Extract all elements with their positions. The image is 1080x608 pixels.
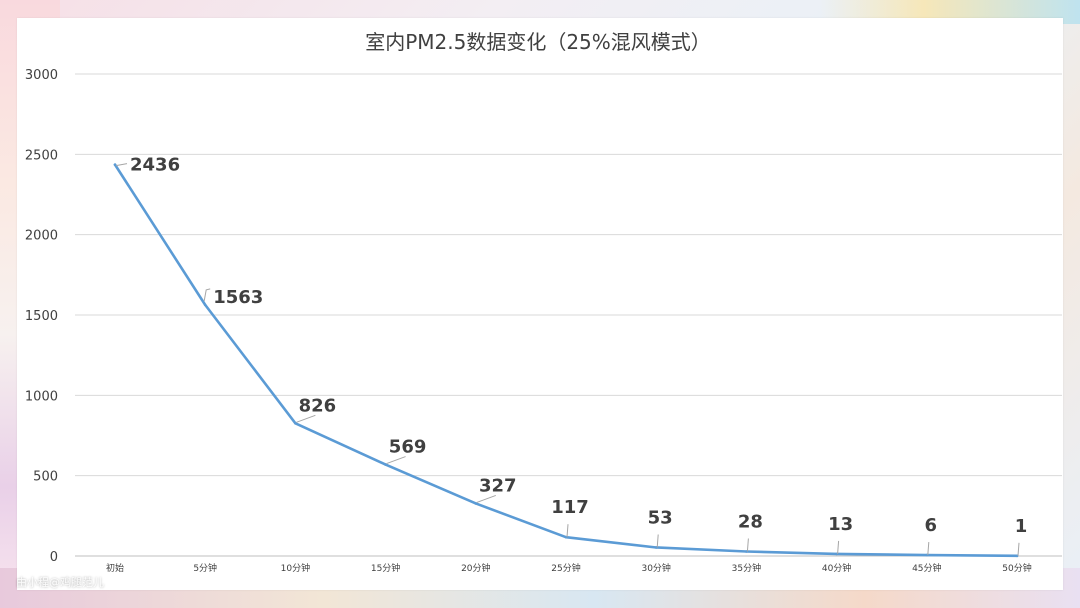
data-label-leader	[656, 534, 659, 548]
data-label-leader	[566, 524, 569, 538]
data-label: 569	[389, 437, 427, 458]
data-label-leader	[115, 163, 128, 167]
y-tick-label: 3000	[25, 68, 58, 83]
data-label: 117	[551, 497, 589, 518]
data-label: 2436	[130, 155, 180, 176]
data-label: 826	[299, 395, 337, 416]
x-tick-label: 40分钟	[822, 562, 851, 574]
data-label-leader	[386, 456, 406, 465]
y-tick-label: 2500	[25, 148, 58, 163]
data-label: 1	[1015, 516, 1028, 537]
y-tick-label: 1500	[25, 309, 58, 324]
data-point	[474, 502, 478, 505]
data-point	[203, 303, 207, 307]
x-tick-label: 50分钟	[1002, 562, 1031, 574]
y-tick-label: 500	[33, 470, 58, 485]
data-label: 1563	[213, 287, 263, 308]
watermark: 由小程@鸡腿范儿	[16, 576, 104, 589]
data-point	[294, 421, 297, 425]
data-label: 13	[828, 514, 853, 535]
x-tick-label: 15分钟	[371, 562, 400, 574]
data-label-leader	[746, 538, 749, 552]
data-label: 28	[738, 512, 763, 533]
x-tick-label: 25分钟	[551, 562, 580, 574]
data-labels: 2436 1563 826 569 327 117 53 28 13 6 1	[115, 155, 1028, 556]
data-label-leader	[1017, 542, 1020, 556]
data-label-leader	[927, 541, 930, 556]
x-axis-ticks: 初始 5分钟 10分钟 15分钟 20分钟 25分钟 30分钟 35分钟 40分钟 45分钟 50分…	[106, 562, 1032, 574]
data-label-leader	[296, 414, 316, 423]
chart-title: 室内PM2.5数据变化（25%混风模式）	[365, 30, 711, 54]
data-label: 327	[479, 475, 517, 496]
y-tick-label: 2000	[25, 229, 58, 244]
gridlines	[75, 73, 1062, 557]
x-tick-label: 初始	[106, 562, 124, 574]
x-tick-label: 5分钟	[193, 562, 217, 574]
x-tick-label: 20分钟	[461, 562, 490, 574]
y-tick-label: 0	[50, 550, 58, 565]
data-point	[384, 463, 387, 466]
data-point	[113, 163, 117, 166]
data-label-leader	[476, 494, 496, 503]
y-tick-label: 1000	[25, 389, 58, 404]
x-tick-label: 10分钟	[281, 562, 310, 574]
data-label: 53	[648, 507, 673, 528]
x-tick-label: 45分钟	[912, 562, 941, 574]
y-axis-ticks: 0 500 1000 1500 2000 2500 3000	[25, 68, 58, 565]
data-label-leader	[203, 288, 211, 301]
data-label: 6	[925, 515, 938, 536]
series-pm25	[113, 163, 1019, 558]
chart-panel	[17, 18, 1063, 590]
x-tick-label: 30分钟	[641, 562, 670, 574]
data-label-leader	[837, 540, 840, 554]
x-tick-label: 35分钟	[732, 562, 761, 574]
